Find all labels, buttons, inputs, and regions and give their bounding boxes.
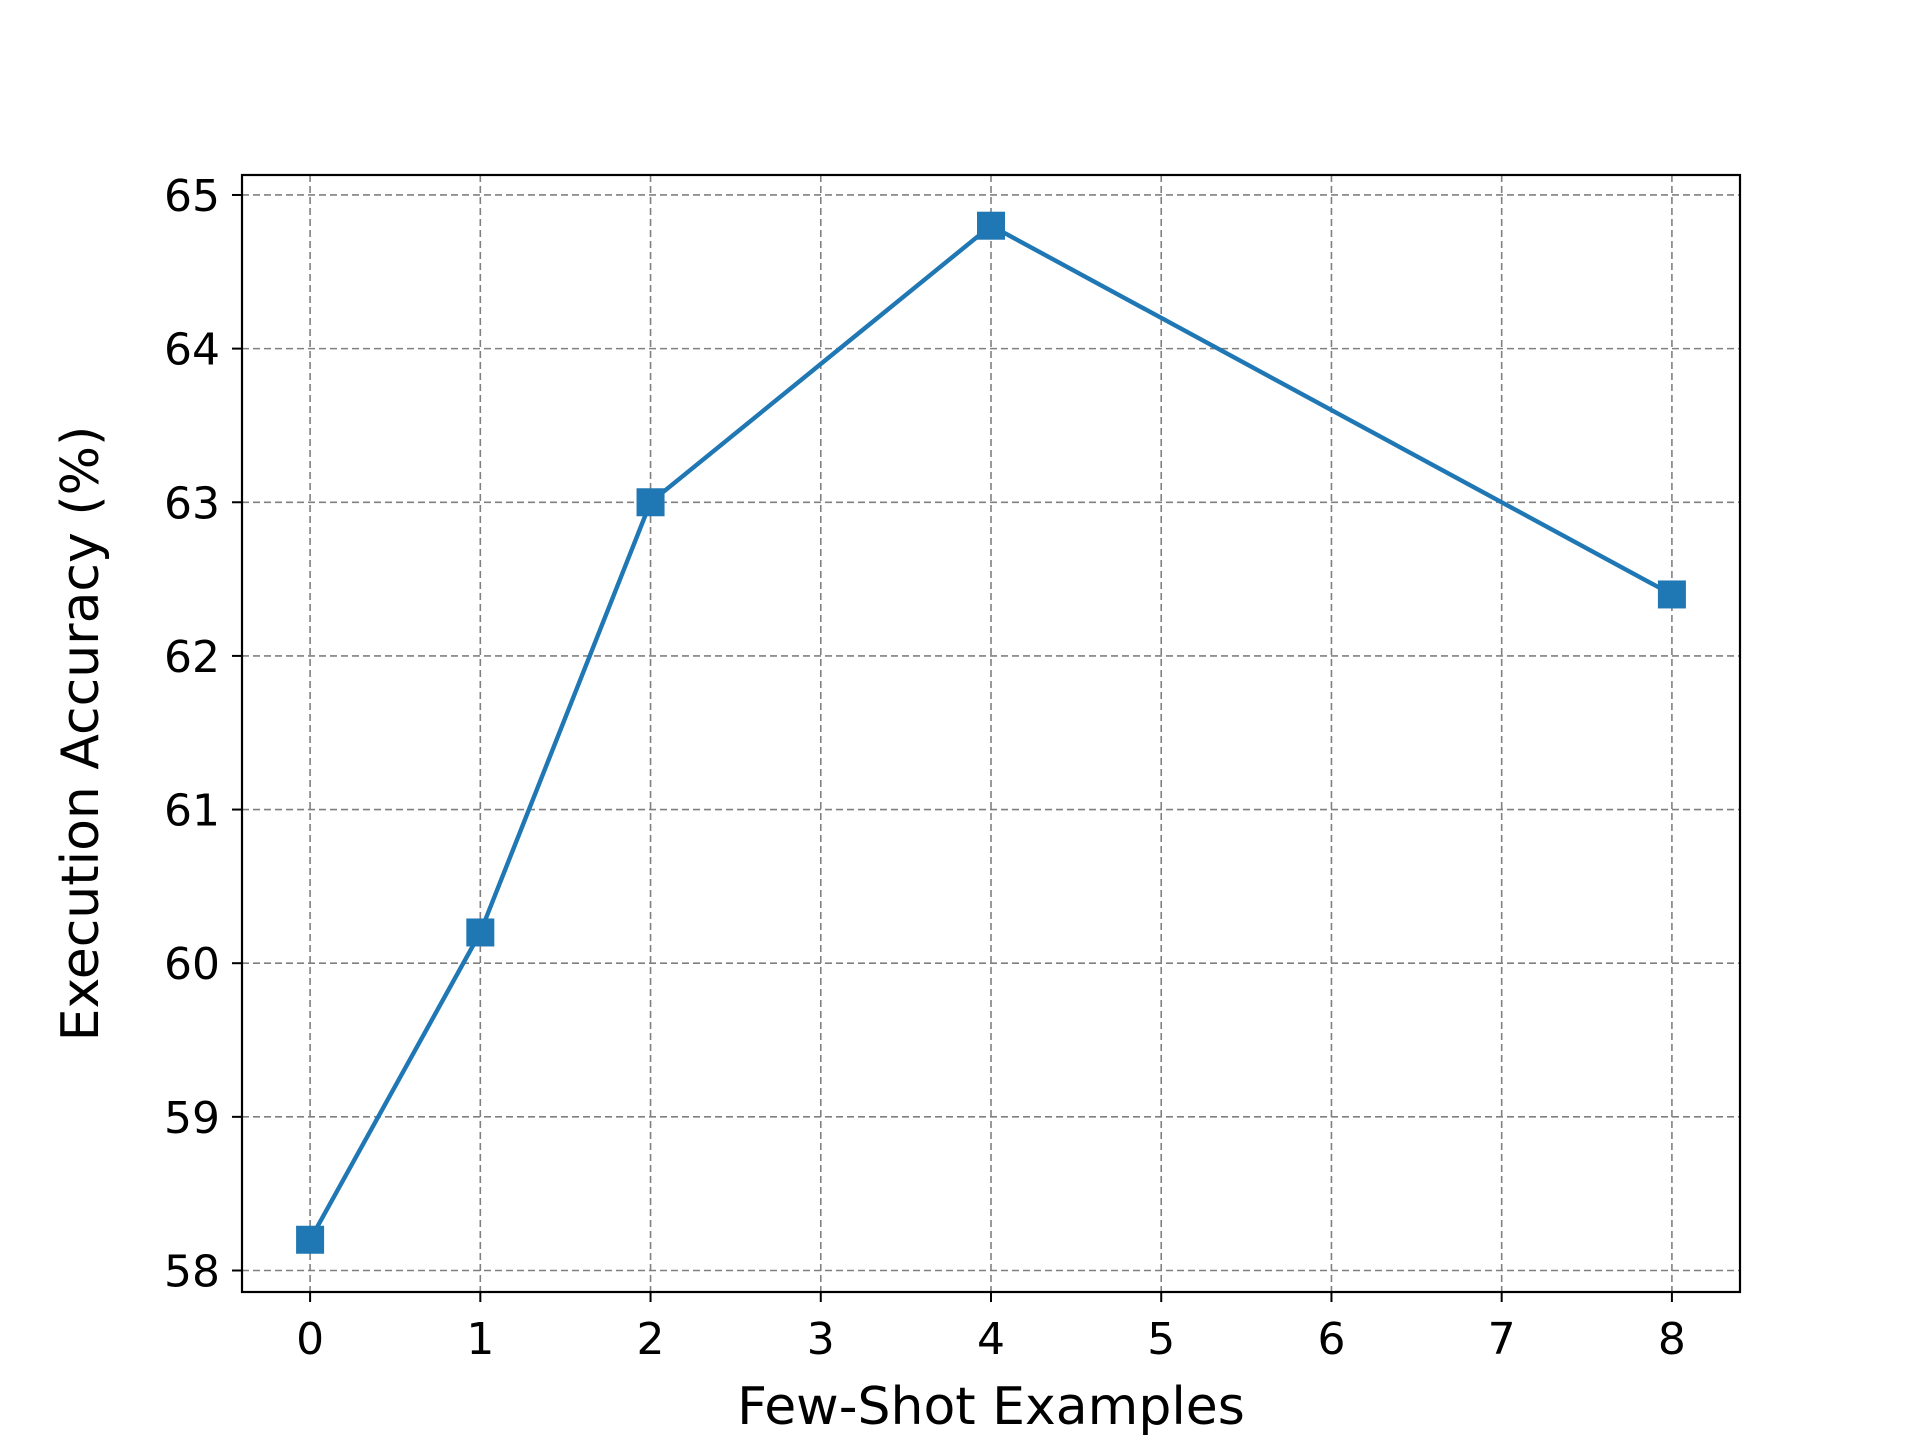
y-tick-label: 60 [164,939,220,990]
y-tick-label: 62 [164,632,220,683]
x-tick-label: 4 [977,1314,1005,1365]
x-tick-label: 2 [637,1314,665,1365]
y-tick-label: 61 [164,786,220,837]
y-tick-label: 63 [164,478,220,529]
grid [242,175,1740,1292]
x-axis-title: Few-Shot Examples [737,1377,1245,1437]
x-tick-label: 1 [466,1314,494,1365]
y-tick-label: 59 [164,1093,220,1144]
data-point-marker [466,918,495,947]
y-tick-label: 58 [164,1246,220,1297]
x-tick-label: 8 [1658,1314,1686,1365]
data-point-marker [636,488,665,517]
x-axis: 0 1 2 3 4 5 6 7 8 [296,1292,1686,1365]
data-point-marker [977,211,1005,240]
y-axis: 58 59 60 61 62 63 64 65 [164,171,242,1297]
series-layer [296,211,1686,1254]
x-tick-label: 7 [1488,1314,1516,1365]
data-point-marker [296,1225,325,1254]
x-tick-label: 5 [1147,1314,1175,1365]
x-tick-label: 6 [1317,1314,1345,1365]
y-tick-label: 65 [164,171,220,222]
y-axis-title: Execution Accuracy (%) [51,426,111,1042]
data-point-marker [1657,580,1686,609]
x-tick-label: 3 [807,1314,835,1365]
x-tick-label: 0 [296,1314,324,1365]
y-tick-label: 64 [164,325,220,376]
